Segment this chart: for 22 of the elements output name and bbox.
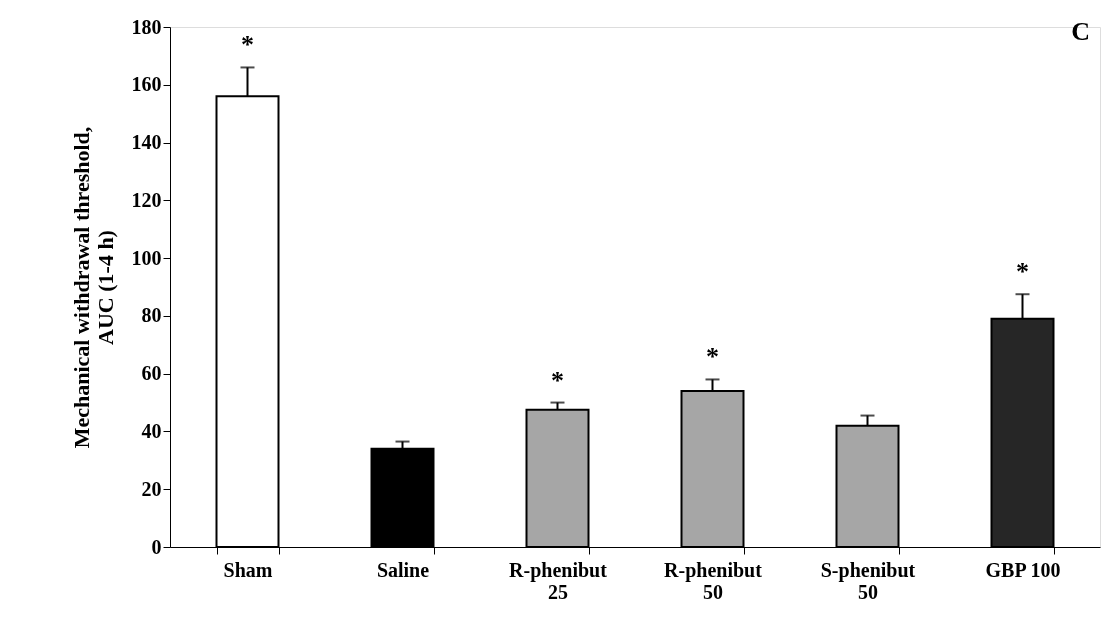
x-tick-label: R-phenibut 25 [509,558,608,603]
y-tick-label: 0 [151,535,162,558]
annotation: * [241,30,254,60]
x-tick-label: Saline [376,558,430,581]
y-tick-label: 160 [131,73,162,96]
y-tick-label: 120 [131,188,162,211]
y-tick-label: 140 [131,131,162,154]
y-tick-label: 100 [131,246,162,269]
annotation: C [1071,17,1090,46]
x-tick-label: R-phenibut 50 [664,558,763,603]
annotation: * [1016,257,1029,287]
x-tick-label: GBP 100 [985,558,1061,581]
y-tick-label: 20 [141,477,162,500]
annotation: * [551,365,564,395]
y-tick-label: 180 [131,15,162,38]
y-tick-label: 80 [141,304,162,327]
y-tick-label: 40 [141,419,162,442]
x-tick-label: S-phenibut 50 [820,558,916,603]
annotation: * [706,342,719,372]
x-tick-label: Sham [223,558,273,581]
y-tick-label: 60 [141,362,162,385]
y-axis-title: Mechanical withdrawal threshold, AUC (1-4 h) [68,126,118,449]
